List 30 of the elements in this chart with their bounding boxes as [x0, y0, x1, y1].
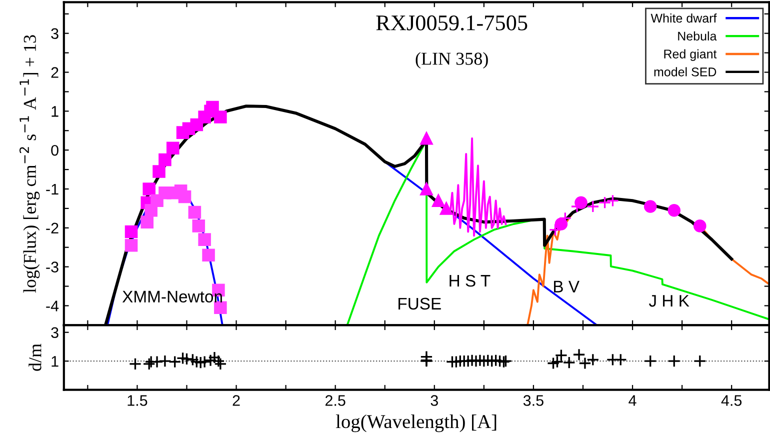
- y-tick-label: -2: [46, 222, 58, 234]
- x-tick-label: 1.5: [128, 395, 148, 406]
- x-tick-label: 3: [430, 395, 438, 406]
- y-tick-label: -4: [46, 300, 59, 312]
- x-tick-label: 2.5: [325, 395, 346, 406]
- annotation: J H K: [648, 295, 690, 307]
- annotation: H S T: [450, 274, 490, 287]
- x-axis-title: log(Wavelength) [A]: [336, 414, 496, 432]
- x-tick-label: 3.5: [523, 395, 544, 406]
- y-tick-label: 1: [52, 106, 58, 117]
- legend-label: White dwarf: [650, 13, 717, 23]
- y-axis-title: d/m: [28, 344, 42, 371]
- y-tick-label: 1: [52, 356, 58, 367]
- annotation: FUSE: [398, 298, 441, 310]
- x-tick-label: 4.5: [721, 395, 742, 406]
- chart-title: RXJ0059.1-7505: [376, 15, 528, 30]
- y-axis-title: log(Flux) [erg cm$^{−2}$ s$^{−1}$ A$^{−1}$] + 13: [20, 35, 40, 293]
- x-tick-label: 4: [628, 395, 636, 406]
- legend-label: Nebula: [678, 31, 717, 41]
- y-tick-label: 0: [51, 144, 58, 156]
- y-tick-label: -1: [46, 184, 58, 195]
- legend-label: Red giant: [664, 49, 717, 61]
- legend-label: model SED: [654, 67, 716, 76]
- x-tick-label: 2: [232, 395, 240, 406]
- y-tick-label: 2: [51, 67, 58, 78]
- y-tick-label: 3: [51, 327, 58, 338]
- annotation: B V: [554, 280, 580, 292]
- y-tick-label: 3: [51, 28, 58, 40]
- y-tick-label: -3: [46, 262, 58, 272]
- text: (LIN 358): [416, 52, 488, 69]
